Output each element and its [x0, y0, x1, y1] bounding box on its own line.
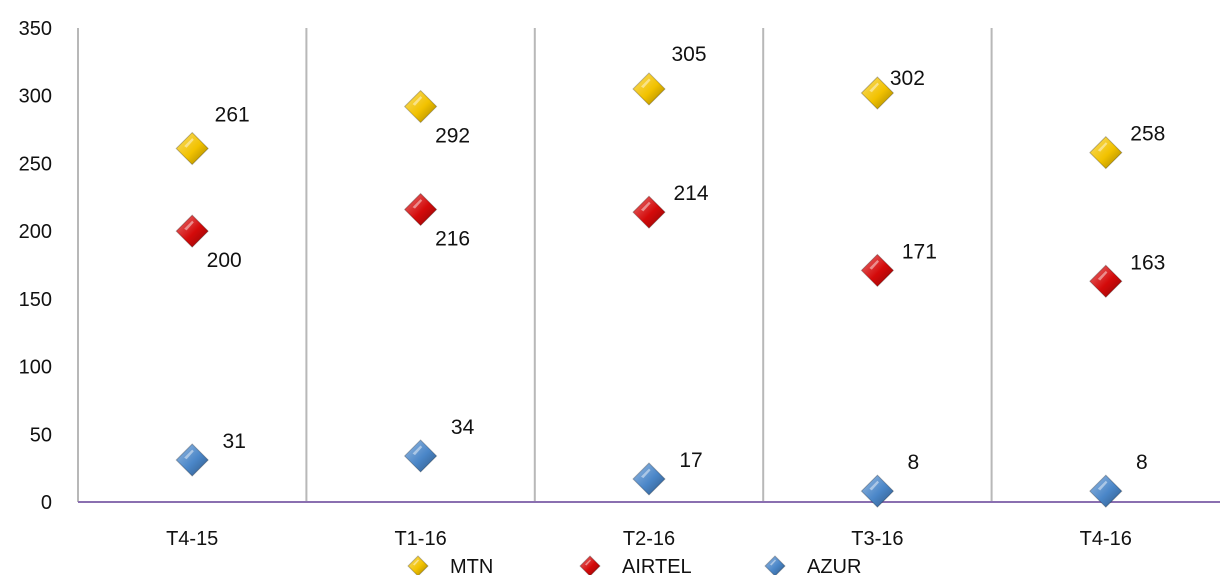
x-tick-label: T3-16	[851, 528, 903, 550]
data-label: 261	[215, 104, 250, 127]
y-tick-label: 350	[19, 18, 52, 40]
data-label: 302	[890, 67, 925, 90]
x-tick-label: T4-16	[1080, 528, 1132, 550]
legend-marker	[407, 555, 429, 575]
marker-mtn	[632, 72, 666, 106]
marker-airtel	[1089, 264, 1123, 298]
data-label: 163	[1130, 251, 1165, 274]
plot-points	[175, 72, 1123, 508]
x-tick-label: T1-16	[394, 528, 446, 550]
legend-label: AZUR	[807, 556, 861, 575]
marker-airtel	[403, 192, 438, 227]
legend-label: MTN	[450, 556, 493, 575]
marker-mtn	[175, 131, 209, 166]
y-tick-label: 200	[19, 221, 52, 243]
marker-airtel	[175, 214, 209, 248]
y-axis-ticks: 0 50 100 150 200 250 300 350	[19, 18, 52, 514]
marker-mtn	[860, 76, 895, 110]
data-label: 8	[1136, 451, 1148, 474]
data-label: 171	[902, 240, 937, 263]
marker-azur	[860, 474, 895, 508]
data-label: 17	[679, 449, 702, 472]
data-label: 31	[223, 430, 246, 453]
data-label: 8	[908, 451, 920, 474]
data-label: 216	[435, 227, 470, 250]
legend-item: AZUR	[764, 555, 861, 575]
legend-marker	[579, 555, 601, 575]
data-label: 305	[671, 43, 706, 66]
x-axis-ticks: T4-15 T1-16 T2-16 T3-16 T4-16	[166, 528, 1132, 550]
marker-azur	[1089, 474, 1123, 508]
y-tick-label: 300	[19, 86, 52, 108]
legend-label: AIRTEL	[622, 556, 692, 575]
y-tick-label: 100	[19, 357, 52, 379]
y-tick-label: 250	[19, 153, 52, 175]
marker-airtel	[632, 195, 666, 229]
data-label: 214	[673, 182, 708, 205]
marker-azur	[175, 443, 209, 477]
y-tick-label: 150	[19, 289, 52, 311]
x-tick-label: T2-16	[623, 528, 675, 550]
x-tick-label: T4-15	[166, 528, 218, 550]
legend: MTN AIRTEL AZUR	[407, 555, 861, 575]
data-label: 258	[1130, 123, 1165, 146]
marker-airtel	[860, 253, 895, 288]
legend-item: MTN	[407, 555, 493, 575]
data-labels: 261 292 305 302 258 200 216 214 171 163 31 34 17 8 8	[207, 43, 1166, 474]
marker-mtn	[403, 89, 438, 124]
data-label: 292	[435, 125, 470, 148]
y-tick-label: 50	[30, 424, 52, 446]
legend-marker	[764, 555, 786, 575]
marker-mtn	[1089, 135, 1123, 170]
legend-item: AIRTEL	[579, 555, 692, 575]
data-label: 200	[207, 249, 242, 272]
y-tick-label: 0	[41, 492, 52, 514]
marker-azur	[403, 439, 438, 473]
category-separators	[305, 28, 993, 502]
marker-azur	[632, 462, 666, 496]
data-label: 34	[451, 416, 475, 439]
